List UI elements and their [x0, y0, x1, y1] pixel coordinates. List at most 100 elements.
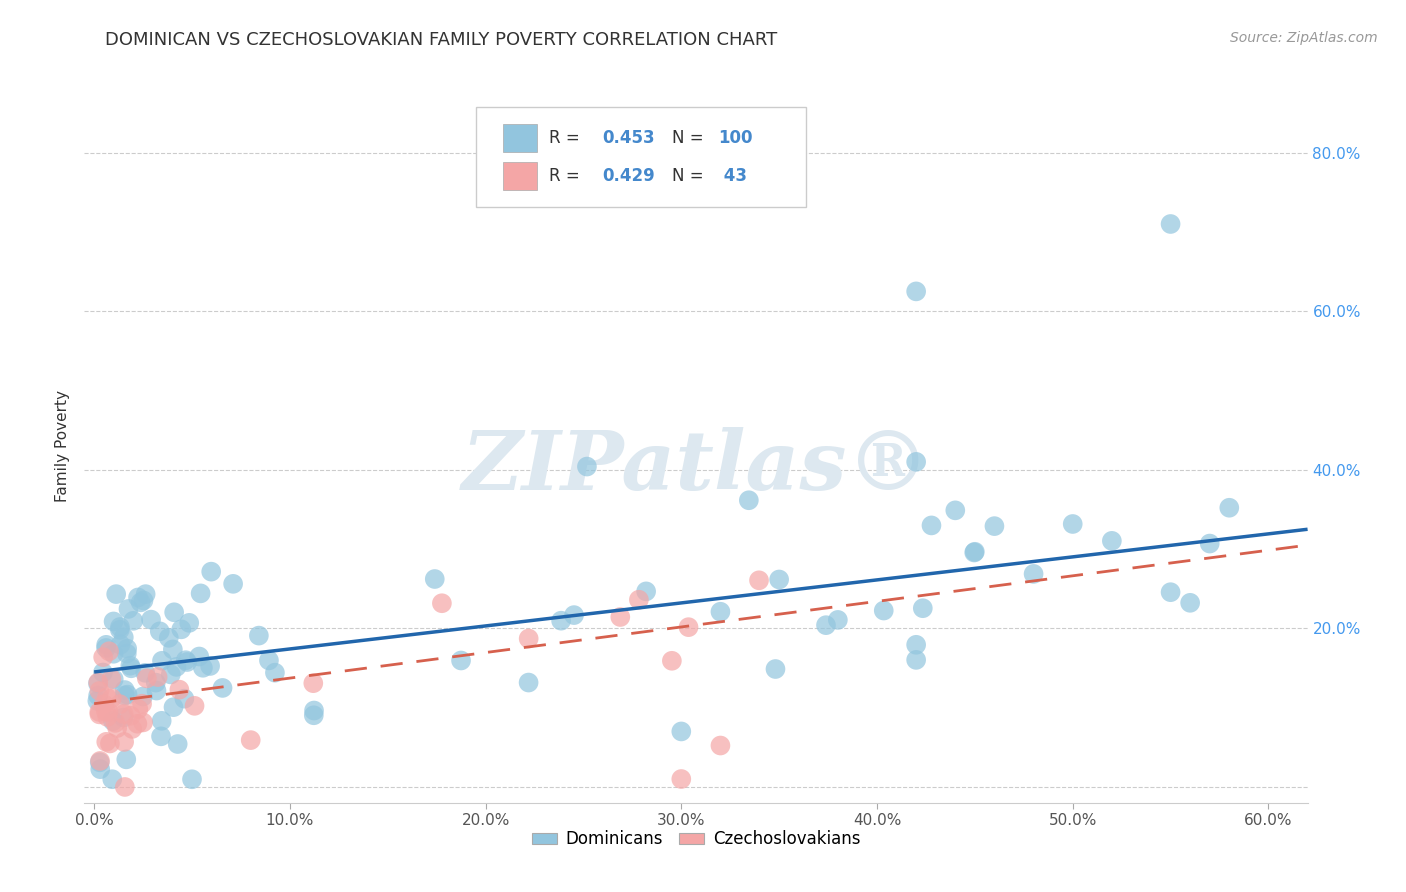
Point: [129, 595, 152, 609]
Point: [103, 647, 125, 661]
Point: [101, 691, 124, 706]
Point: [139, 613, 162, 627]
Point: [671, 772, 693, 786]
Point: [115, 752, 138, 766]
Point: [117, 688, 139, 702]
Point: [709, 605, 731, 619]
Point: [157, 631, 180, 645]
Text: R =: R =: [550, 129, 585, 147]
Text: N =: N =: [672, 167, 703, 185]
Point: [302, 708, 325, 723]
Text: 0.453: 0.453: [602, 129, 654, 147]
Point: [517, 675, 540, 690]
Point: [211, 681, 233, 695]
Point: [181, 772, 204, 787]
Point: [191, 661, 214, 675]
Point: [1160, 585, 1182, 599]
Point: [91, 650, 114, 665]
Bar: [503, 124, 537, 153]
Point: [121, 722, 143, 736]
Point: [827, 613, 849, 627]
Point: [709, 739, 731, 753]
Point: [905, 285, 928, 299]
Point: [911, 601, 934, 615]
Point: [108, 697, 131, 711]
Point: [91, 665, 114, 680]
Point: [114, 683, 136, 698]
Point: [94, 640, 117, 655]
Point: [89, 754, 111, 768]
Point: [765, 662, 787, 676]
Point: [127, 702, 149, 716]
Point: [163, 605, 186, 619]
Point: [93, 698, 115, 712]
Text: 0.429: 0.429: [602, 167, 655, 185]
Point: [94, 704, 117, 718]
Point: [87, 689, 110, 703]
Point: [1178, 596, 1201, 610]
Point: [150, 714, 173, 728]
Point: [423, 572, 446, 586]
Point: [89, 705, 111, 719]
Point: [112, 707, 135, 722]
Point: [550, 614, 572, 628]
Point: [110, 638, 132, 652]
Text: 43: 43: [718, 167, 747, 185]
Point: [678, 620, 700, 634]
Point: [120, 661, 142, 675]
Point: [89, 756, 111, 770]
Point: [1062, 516, 1084, 531]
Point: [450, 653, 472, 667]
Point: [166, 737, 188, 751]
Point: [127, 716, 149, 731]
Point: [146, 670, 169, 684]
Point: [132, 715, 155, 730]
Point: [183, 698, 205, 713]
Point: [96, 710, 118, 724]
Text: Source: ZipAtlas.com: Source: ZipAtlas.com: [1230, 31, 1378, 45]
Point: [963, 545, 986, 559]
Point: [115, 641, 138, 656]
Point: [222, 577, 245, 591]
Point: [122, 614, 145, 628]
Point: [575, 459, 598, 474]
Point: [169, 682, 191, 697]
Point: [127, 591, 149, 605]
Point: [86, 694, 108, 708]
Point: [748, 574, 770, 588]
Point: [87, 676, 110, 690]
Point: [105, 587, 128, 601]
Point: [562, 608, 585, 623]
Point: [108, 623, 131, 637]
Point: [239, 733, 262, 747]
Point: [609, 610, 631, 624]
Point: [430, 596, 453, 610]
Point: [636, 584, 658, 599]
Point: [149, 624, 172, 639]
Point: [943, 503, 966, 517]
Point: [105, 721, 128, 735]
Point: [905, 653, 928, 667]
Point: [179, 615, 201, 630]
Point: [100, 672, 122, 686]
Text: DOMINICAN VS CZECHOSLOVAKIAN FAMILY POVERTY CORRELATION CHART: DOMINICAN VS CZECHOSLOVAKIAN FAMILY POVE…: [105, 31, 778, 49]
Point: [112, 630, 135, 644]
Point: [159, 667, 181, 681]
Point: [1101, 533, 1123, 548]
Text: ZIPatlas®: ZIPatlas®: [461, 427, 931, 508]
Point: [176, 655, 198, 669]
Point: [150, 729, 173, 743]
Point: [89, 707, 111, 722]
Point: [120, 658, 142, 673]
Point: [1218, 500, 1240, 515]
Point: [302, 676, 325, 690]
Point: [200, 565, 222, 579]
Point: [873, 603, 896, 617]
Point: [174, 653, 197, 667]
Point: [115, 647, 138, 661]
Point: [661, 654, 683, 668]
Legend: Dominicans, Czechoslovakians: Dominicans, Czechoslovakians: [524, 824, 868, 855]
Point: [101, 714, 124, 728]
Point: [103, 672, 125, 686]
Text: 100: 100: [718, 129, 752, 147]
